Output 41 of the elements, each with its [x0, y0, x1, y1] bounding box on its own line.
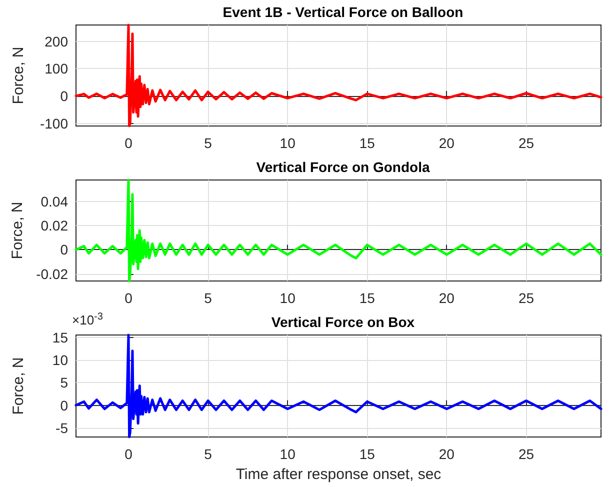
x-axis-title: Time after response onset, sec [236, 466, 442, 483]
x-tick-label: 5 [204, 290, 212, 306]
line-series [74, 334, 602, 438]
y-tick-label: 0 [60, 397, 68, 414]
x-tick-label: 10 [280, 290, 296, 306]
x-tick-label: 5 [204, 446, 212, 462]
line-series [74, 178, 602, 282]
y-axis-title: Force, N [10, 357, 27, 415]
y-tick-label: -5 [56, 420, 68, 436]
x-tick-label: 0 [124, 446, 133, 462]
x-tick-label: 20 [438, 446, 455, 462]
x-tick-label: 20 [438, 135, 455, 151]
y-tick-label: 15 [52, 329, 68, 346]
x-tick-label: 15 [359, 290, 376, 306]
x-tick-label: 20 [438, 290, 455, 306]
x-tick-label: 10 [280, 135, 296, 151]
x-tick-label: 25 [518, 290, 534, 306]
y-axis-title: Force, N [10, 46, 27, 104]
x-tick-label: 15 [359, 135, 376, 151]
y-tick-label: 0 [60, 242, 68, 258]
x-tick-label: 25 [518, 135, 534, 151]
y-tick-label: -100 [40, 115, 68, 132]
x-tick-label: 15 [359, 446, 376, 462]
y-tick-label: 100 [44, 60, 68, 77]
x-tick-label: 5 [204, 135, 212, 151]
chart-title: Vertical Force on Box [271, 314, 415, 330]
y-tick-label: 200 [44, 33, 68, 50]
y-axis-title: Force, N [9, 202, 26, 260]
y-tick-label: 0.02 [40, 218, 68, 234]
x-tick-label: 0 [124, 290, 133, 306]
x-tick-label: 25 [518, 446, 534, 462]
y-tick-label: 10 [52, 352, 68, 368]
line-series [74, 24, 602, 128]
chart-title: Vertical Force on Gondola [256, 159, 430, 175]
x-tick-label: 0 [124, 135, 133, 151]
y-tick-label: 5 [60, 374, 68, 391]
y-tick-label: 0 [60, 88, 68, 104]
y-tick-label: 0.04 [40, 194, 68, 210]
x-tick-label: 10 [280, 446, 296, 462]
chart-title: Event 1B - Vertical Force on Balloon [222, 4, 464, 20]
y-tick-label: -0.02 [36, 266, 68, 282]
